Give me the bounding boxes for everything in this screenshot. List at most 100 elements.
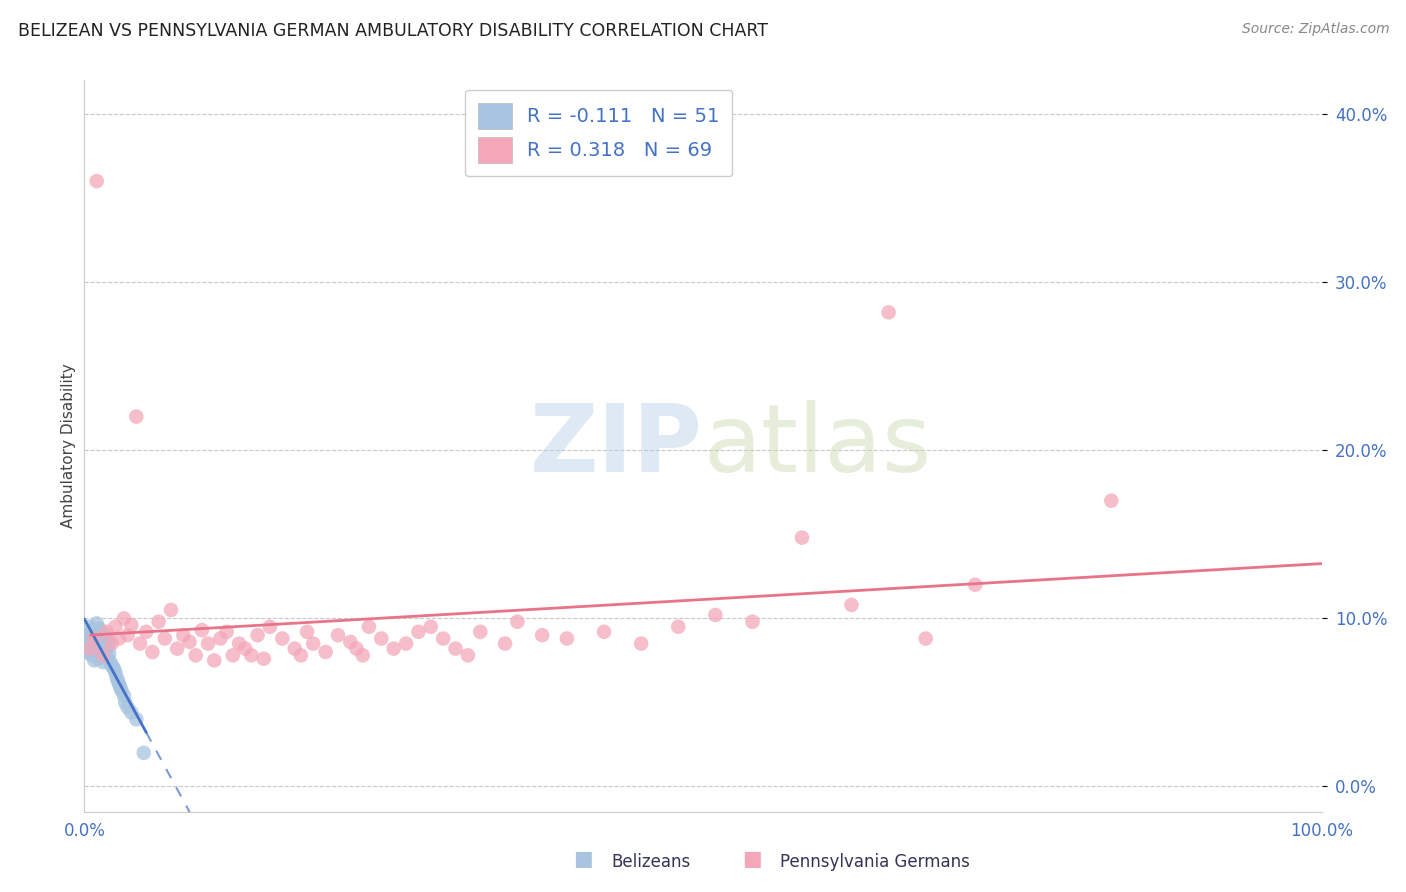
Point [172,628,194,642]
Point [100,658,122,673]
Point [96,632,118,646]
Text: Belizeans: Belizeans [612,854,690,871]
Point [98,655,121,669]
Point [352,648,374,663]
Point [83,635,105,649]
Text: ZIP: ZIP [530,400,703,492]
Point [104,665,127,680]
Point [141,645,163,659]
Point [395,636,418,650]
Point [89,622,111,636]
Point [77,628,100,642]
Point [104,620,127,634]
Point [114,695,136,709]
Point [153,632,176,646]
Point [129,636,152,650]
Point [93,643,115,657]
Point [704,607,727,622]
Y-axis label: Ambulatory Disability: Ambulatory Disability [60,364,76,528]
Point [357,620,380,634]
Point [271,632,294,646]
Point [117,700,139,714]
Point [197,636,219,650]
Point [233,641,256,656]
Point [160,603,183,617]
Point [86,174,108,188]
Point [90,645,112,659]
Point [96,624,118,639]
Point [315,645,337,659]
Point [84,626,107,640]
Point [506,615,529,629]
Point [91,632,114,646]
Point [87,651,110,665]
Point [408,624,430,639]
Point [135,624,157,639]
Point [202,653,225,667]
Point [228,636,250,650]
Point [370,632,392,646]
Point [94,648,117,663]
Point [79,620,101,634]
Point [965,578,987,592]
Point [290,648,312,663]
Point [120,706,142,720]
Point [76,645,98,659]
Point [84,647,107,661]
Text: atlas: atlas [703,400,931,492]
Point [100,636,122,650]
Point [132,746,155,760]
Point [432,632,454,646]
Point [914,632,936,646]
Point [184,648,207,663]
Text: ■: ■ [574,849,593,869]
Point [107,673,129,688]
Point [1099,493,1122,508]
Point [630,636,652,650]
Point [80,648,103,663]
Point [215,624,238,639]
Point [240,648,263,663]
Point [79,636,101,650]
Point [246,628,269,642]
Point [326,628,349,642]
Point [94,636,117,650]
Point [98,635,121,649]
Point [666,620,689,634]
Point [295,624,318,639]
Point [93,628,115,642]
Point [101,660,124,674]
Point [79,641,101,656]
Point [470,624,492,639]
Point [346,641,368,656]
Point [222,648,245,663]
Point [253,651,276,665]
Point [87,630,110,644]
Text: Pennsylvania Germans: Pennsylvania Germans [780,854,970,871]
Text: ■: ■ [742,849,762,869]
Text: Source: ZipAtlas.com: Source: ZipAtlas.com [1241,22,1389,37]
Point [179,635,201,649]
Point [82,641,104,656]
Point [382,641,405,656]
Point [302,636,325,650]
Point [741,615,763,629]
Point [89,633,111,648]
Point [555,632,578,646]
Point [419,620,441,634]
Point [841,598,863,612]
Point [444,641,467,656]
Point [96,641,118,656]
Point [79,624,101,639]
Point [90,624,112,639]
Point [259,620,281,634]
Legend: R = -0.111   N = 51, R = 0.318   N = 69: R = -0.111 N = 51, R = 0.318 N = 69 [465,90,733,177]
Point [457,648,479,663]
Point [89,650,111,665]
Point [120,618,142,632]
Point [339,635,361,649]
Point [82,623,104,637]
Point [103,662,125,676]
Point [209,632,232,646]
Point [125,409,148,424]
